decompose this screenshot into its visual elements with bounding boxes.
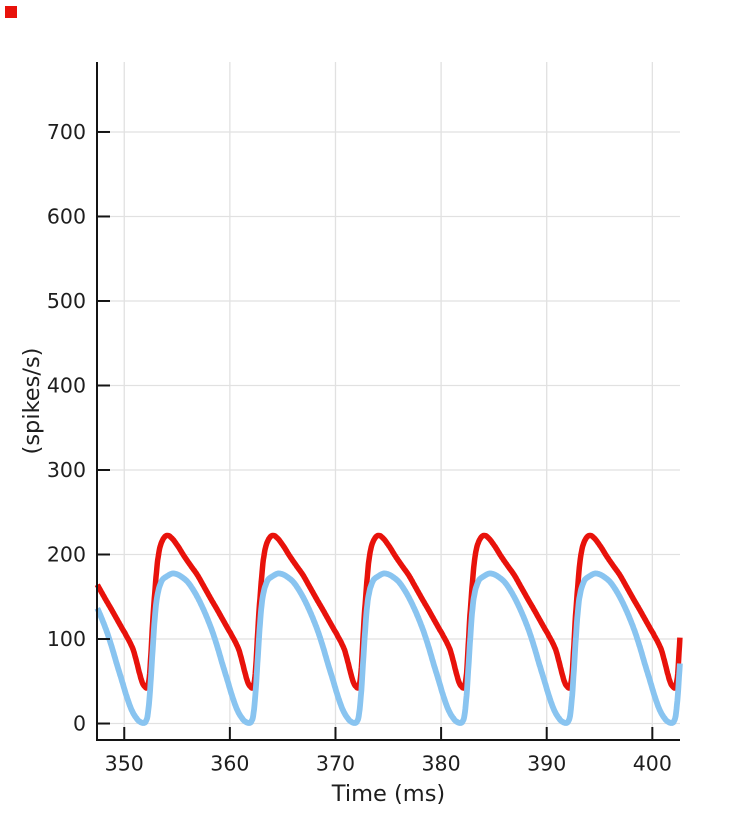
y-tick-label: 200	[47, 543, 86, 567]
series-line-blue-rate	[94, 570, 683, 726]
y-tick-label: 400	[47, 374, 86, 398]
y-tick-label: 300	[47, 458, 86, 482]
x-tick-label: 360	[210, 752, 249, 776]
y-tick-label: 100	[47, 627, 86, 651]
y-tick-label: 0	[73, 712, 86, 736]
y-tick-label: 600	[47, 205, 86, 229]
series-line-red-rate	[94, 532, 683, 691]
x-tick-label: 350	[105, 752, 144, 776]
y-tick-labels: 0 100 200 300 400 500 600 700	[47, 120, 86, 736]
x-tick-labels: 350 360 370 380 390 400	[105, 752, 672, 776]
y-tick-label: 700	[47, 120, 86, 144]
y-tick-label: 500	[47, 289, 86, 313]
x-tick-label: 390	[527, 752, 566, 776]
series-lines	[94, 532, 683, 726]
gridlines	[97, 62, 680, 740]
axes	[96, 62, 680, 741]
x-tick-label: 400	[633, 752, 672, 776]
y-axis-label: (spikes/s)	[19, 348, 45, 455]
x-tick-label: 380	[422, 752, 461, 776]
corner-marker	[5, 6, 17, 18]
x-tick-label: 370	[316, 752, 355, 776]
x-axis-label: Time (ms)	[331, 781, 445, 807]
